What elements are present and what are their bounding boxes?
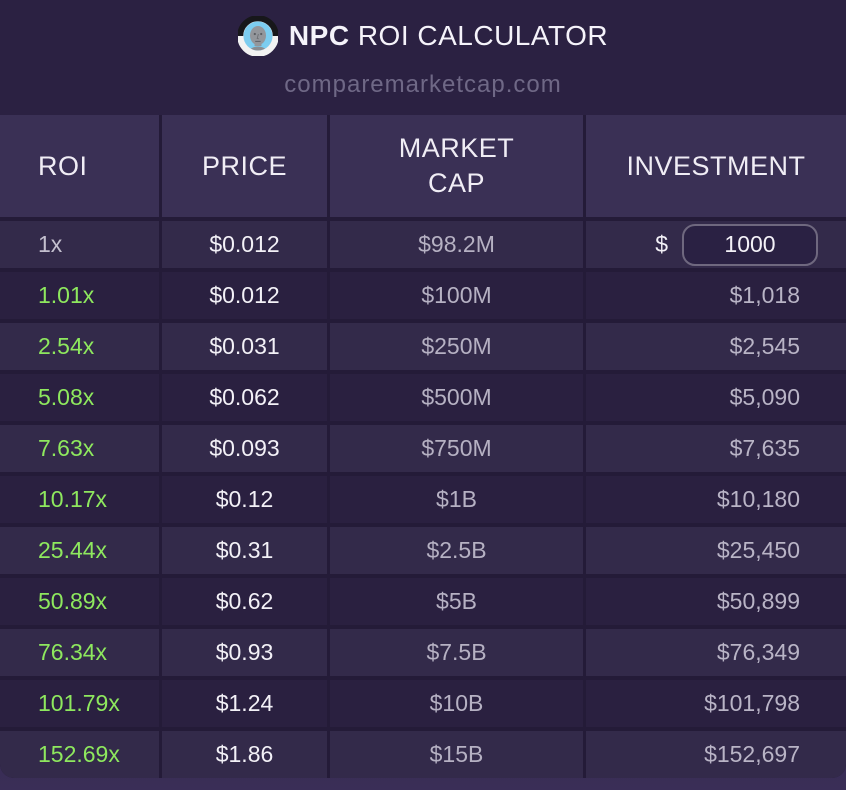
roi-cell: 7.63x: [0, 425, 159, 472]
investment-cell: $25,450: [586, 527, 846, 574]
roi-cell: 25.44x: [0, 527, 159, 574]
price-cell: $0.012: [162, 221, 327, 268]
investment-input-cell: $: [586, 221, 846, 268]
price-cell: $0.031: [162, 323, 327, 370]
investment-cell: $101,798: [586, 680, 846, 727]
price-cell: $0.093: [162, 425, 327, 472]
price-cell: $0.062: [162, 374, 327, 421]
price-cell: $1.24: [162, 680, 327, 727]
price-cell: $0.93: [162, 629, 327, 676]
price-cell: $0.31: [162, 527, 327, 574]
page-header: NPC ROI CALCULATOR comparemarketcap.com: [0, 0, 846, 115]
price-cell: $0.62: [162, 578, 327, 625]
market-cap-cell: $100M: [330, 272, 583, 319]
roi-cell: 10.17x: [0, 476, 159, 523]
market-cap-cell: $5B: [330, 578, 583, 625]
price-cell: $0.12: [162, 476, 327, 523]
market-cap-cell: $15B: [330, 731, 583, 778]
market-cap-cell: $250M: [330, 323, 583, 370]
column-header-market-cap: MARKET CAP: [330, 115, 583, 217]
investment-cell: $10,180: [586, 476, 846, 523]
dollar-sign-label: $: [655, 231, 668, 257]
investment-cell: $152,697: [586, 731, 846, 778]
investment-cell: $7,635: [586, 425, 846, 472]
roi-cell: 152.69x: [0, 731, 159, 778]
market-cap-cell: $750M: [330, 425, 583, 472]
title-row: NPC ROI CALCULATOR: [237, 16, 608, 56]
roi-cell: 1.01x: [0, 272, 159, 319]
roi-cell: 5.08x: [0, 374, 159, 421]
page-title-bold: NPC: [288, 20, 350, 51]
price-cell: $1.86: [162, 731, 327, 778]
column-header-roi: ROI: [0, 115, 159, 217]
page-title: NPC ROI CALCULATOR: [289, 20, 608, 52]
roi-cell: 50.89x: [0, 578, 159, 625]
price-cell: $0.012: [162, 272, 327, 319]
investment-input[interactable]: [682, 223, 818, 266]
page-title-rest: ROI CALCULATOR: [349, 20, 609, 51]
roi-cell: 2.54x: [0, 323, 159, 370]
market-cap-cell: $98.2M: [330, 221, 583, 268]
market-cap-cell: $1B: [330, 476, 583, 523]
market-cap-cell: $7.5B: [330, 629, 583, 676]
roi-table: ROI PRICE MARKET CAP INVESTMENT 1x $0.012…: [0, 115, 846, 778]
npc-coin-logo-icon: [237, 16, 278, 56]
site-domain: comparemarketcap.com: [284, 71, 562, 98]
market-cap-cell: $10B: [330, 680, 583, 727]
column-header-price: PRICE: [162, 115, 327, 217]
investment-cell: $5,090: [586, 374, 846, 421]
roi-cell: 1x: [0, 221, 159, 268]
column-header-investment: INVESTMENT: [586, 115, 846, 217]
roi-cell: 76.34x: [0, 629, 159, 676]
market-cap-cell: $2.5B: [330, 527, 583, 574]
investment-cell: $1,018: [586, 272, 846, 319]
market-cap-cell: $500M: [330, 374, 583, 421]
roi-cell: 101.79x: [0, 680, 159, 727]
investment-cell: $76,349: [586, 629, 846, 676]
investment-cell: $2,545: [586, 323, 846, 370]
investment-cell: $50,899: [586, 578, 846, 625]
